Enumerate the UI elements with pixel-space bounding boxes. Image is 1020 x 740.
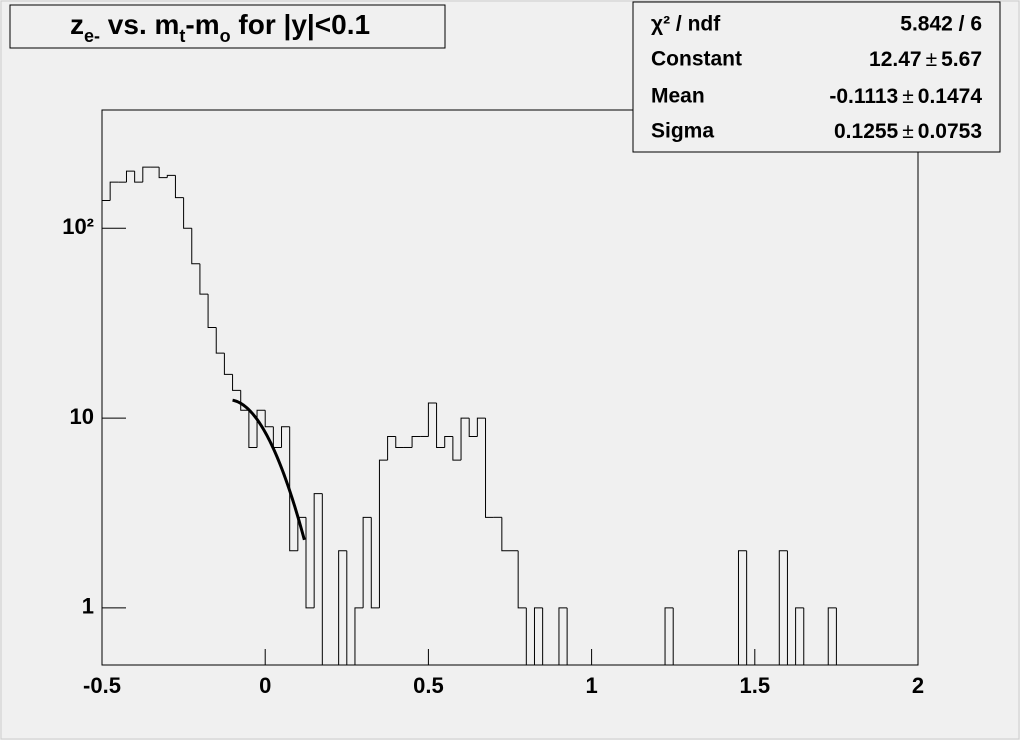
title-part: vs. m — [100, 9, 179, 40]
histogram-bin — [166, 174, 176, 178]
histogram-bin — [525, 607, 535, 666]
pm-symbol: ± — [902, 120, 914, 143]
stats-box — [632, 1, 1001, 153]
histogram-bin — [746, 550, 755, 666]
x-tick-label: 2 — [912, 673, 924, 698]
chart-title: ze- vs. mt-mo for |y|<0.1 — [70, 9, 370, 45]
param-error: 0.1474 — [918, 85, 983, 108]
histogram-bin — [240, 390, 249, 411]
histogram-bin — [485, 418, 494, 518]
title-part: o — [220, 26, 231, 46]
histogram-bin — [460, 417, 470, 461]
histogram-bin — [737, 550, 747, 665]
title-part: t — [179, 26, 185, 46]
histogram-bin — [264, 410, 274, 428]
param-value: -0.1113 — [829, 85, 898, 108]
histogram-bin — [199, 263, 209, 295]
histogram-bin — [158, 167, 168, 179]
fit-curve — [232, 398, 306, 541]
pm-symbol: ± — [926, 48, 938, 71]
title-part: -m — [185, 9, 219, 40]
histogram-bin — [795, 607, 804, 665]
x-tick-label: -0.5 — [83, 673, 121, 698]
histogram-bin — [223, 353, 233, 375]
histogram-bin — [778, 550, 788, 665]
param-error: 0.0753 — [918, 120, 982, 143]
histogram-bin — [436, 403, 445, 448]
y-tick-label: 10² — [62, 214, 94, 239]
stats-label: Constant — [651, 48, 742, 71]
histogram-bin — [411, 435, 421, 448]
histogram-bin — [427, 402, 437, 437]
stats-value: 12.47 ±5.67 — [869, 48, 982, 71]
histogram-bin — [338, 550, 347, 665]
stats-value: -0.1113 ±0.1474 — [829, 85, 982, 108]
histogram-bin — [134, 171, 143, 183]
histogram-bin — [395, 436, 404, 448]
histogram-bin — [109, 181, 119, 201]
histogram-bin — [232, 374, 241, 391]
histogram-bin — [517, 550, 527, 609]
title-box — [9, 4, 446, 49]
x-tick-label: 1.5 — [740, 673, 771, 698]
histogram-bin — [362, 516, 372, 608]
histogram-bin — [542, 607, 551, 666]
histogram-bin — [191, 228, 200, 265]
histogram-bin — [313, 493, 323, 608]
histogram-bin — [207, 294, 217, 329]
histogram-bin — [672, 607, 682, 666]
title-part: for |y|<0.1 — [231, 9, 370, 40]
histogram-bin — [664, 607, 674, 665]
plot-frame — [101, 109, 919, 666]
x-tick-label: 0.5 — [413, 673, 444, 698]
histogram-bin — [378, 459, 388, 608]
x-tick-label: 0 — [259, 673, 271, 698]
histogram-bin — [101, 200, 111, 665]
title-part: e- — [84, 26, 100, 46]
histogram-bin — [289, 426, 298, 552]
histogram-bin — [803, 607, 812, 666]
param-value: 0.1255 — [834, 120, 899, 143]
histogram-bin — [183, 197, 192, 229]
x-tick-label: 1 — [585, 673, 597, 698]
stats-label: Mean — [651, 85, 705, 108]
histogram-bin — [468, 418, 478, 437]
histogram-bin — [387, 435, 396, 461]
histogram-bin — [452, 436, 462, 461]
histogram-bin — [354, 607, 364, 665]
histogram-bin — [215, 327, 225, 354]
pm-symbol: ± — [902, 85, 914, 108]
histogram-bin — [476, 417, 486, 437]
histogram-bin — [174, 175, 184, 199]
histogram-bin — [827, 607, 837, 665]
histogram-bin — [558, 607, 568, 665]
histogram-bin — [321, 493, 331, 666]
stats-label: Sigma — [651, 120, 714, 143]
y-tick-label: 10 — [70, 404, 94, 429]
histogram-bin — [501, 517, 510, 552]
stats-label: χ² / ndf — [651, 13, 721, 36]
histogram-bin — [444, 435, 453, 448]
stats-value: 5.842 / 6 — [900, 13, 982, 36]
title-part: z — [70, 9, 84, 40]
histogram-bin — [786, 550, 796, 666]
histogram-bin — [835, 607, 845, 666]
param-value: 12.47 — [869, 48, 922, 71]
histogram-bin — [346, 550, 355, 666]
histogram-bin — [305, 517, 315, 609]
histogram-bin — [370, 517, 380, 609]
histogram-bin — [566, 607, 576, 666]
histogram-bin — [533, 607, 543, 665]
histogram-bin — [256, 409, 266, 448]
histogram-bin — [125, 170, 135, 183]
stats-value: 0.1255 ±0.0753 — [834, 120, 982, 143]
param-error: 5.67 — [941, 48, 982, 71]
histogram-bin — [248, 410, 258, 448]
y-tick-label: 1 — [82, 594, 94, 619]
histogram-bin — [142, 166, 151, 183]
histogram-bin — [281, 426, 290, 448]
